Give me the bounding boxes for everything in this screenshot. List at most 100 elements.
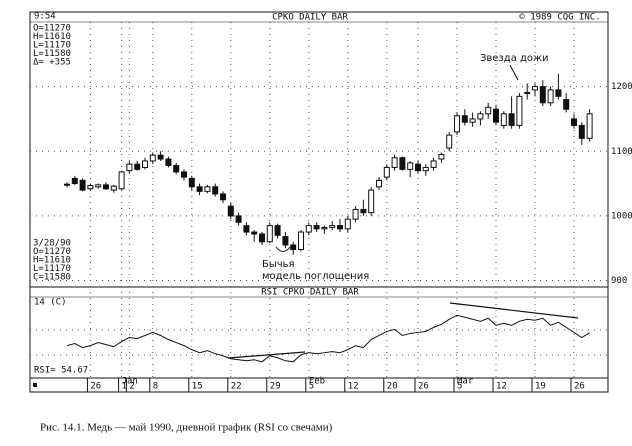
- y-tick-label: 1000: [611, 211, 632, 221]
- x-tick-label: 8: [153, 382, 158, 392]
- candle-body: [149, 154, 156, 162]
- candle-body: [360, 208, 367, 214]
- candle-body: [555, 89, 562, 97]
- annotation: Бычья: [262, 259, 295, 270]
- annotation: модель поглощения: [262, 271, 369, 282]
- info: L=11580: [33, 49, 71, 59]
- info: O=11270: [33, 247, 71, 257]
- candle-body: [235, 215, 242, 223]
- candle-body: [571, 118, 577, 126]
- x-tick-label: 29: [270, 382, 281, 392]
- x-axis-box: [29, 377, 609, 393]
- candle-body: [243, 225, 250, 233]
- candle-body: [64, 183, 70, 186]
- candle-body: [142, 160, 148, 168]
- info: C=11580: [33, 273, 71, 283]
- candle-body: [337, 225, 343, 230]
- candle-body: [376, 179, 382, 188]
- candle-body: [87, 185, 94, 190]
- rsi-line: [66, 314, 590, 363]
- y-tick-label: 900: [611, 276, 627, 286]
- x-tick-label: 26: [574, 382, 585, 392]
- candle-body: [103, 184, 109, 190]
- candle-body: [71, 177, 78, 185]
- candle-body: [118, 171, 125, 190]
- candle-body: [79, 179, 86, 191]
- candle-body: [563, 99, 570, 110]
- candle-body: [313, 225, 320, 230]
- axis-marker: [33, 383, 37, 387]
- chart-title: CPKO DAILY BAR: [272, 13, 348, 23]
- candle-body: [274, 225, 281, 236]
- trend-line: [449, 302, 579, 319]
- candle-body: [259, 233, 265, 243]
- candle-body: [500, 113, 507, 126]
- candle-body: [532, 86, 538, 91]
- info: L=11170: [33, 264, 71, 274]
- candle-body: [469, 118, 476, 123]
- candle-body: [516, 95, 523, 126]
- candle-body: [368, 189, 375, 214]
- info: O=11270: [33, 24, 71, 34]
- x-tick-label: 19: [535, 382, 546, 392]
- candle-body: [212, 186, 219, 195]
- x-tick-label: 22: [231, 382, 242, 392]
- candle-body: [204, 186, 211, 192]
- month-label: Mar: [457, 377, 474, 387]
- trend-line: [227, 351, 306, 359]
- frame: [29, 11, 609, 379]
- x-tick-label: 26: [418, 382, 429, 392]
- caption: Рис. 14.1. Медь — май 1990, дневной граф…: [40, 422, 333, 434]
- month-label: Feb: [309, 377, 325, 387]
- candle-body: [422, 166, 429, 172]
- candle-body: [321, 227, 328, 230]
- candle-body: [305, 225, 312, 233]
- info: Δ= +355: [33, 58, 71, 68]
- candle-body: [524, 91, 531, 94]
- y-tick-label: 1100: [611, 147, 632, 157]
- candle-body: [586, 113, 593, 139]
- candle-body: [493, 108, 499, 123]
- candle-body: [438, 154, 445, 160]
- x-tick-label: 12: [496, 382, 507, 392]
- candle-body: [446, 134, 453, 149]
- candle-body: [508, 113, 515, 126]
- rsi-period: 14 (C): [34, 298, 67, 308]
- x-tick-label: 20: [387, 382, 398, 392]
- candle-body: [220, 193, 226, 201]
- candle-body: [383, 166, 390, 178]
- candle-body: [352, 208, 359, 220]
- month-label: Jan: [122, 377, 138, 387]
- time: 9:54: [34, 12, 56, 22]
- candle-body: [391, 157, 398, 168]
- annotation: Звезда дожи: [480, 53, 549, 64]
- arrow: [509, 64, 519, 81]
- candle-body: [227, 205, 234, 217]
- candle-body: [173, 164, 180, 173]
- x-tick-label: 2: [129, 382, 134, 392]
- x-tick-label: 26: [90, 382, 101, 392]
- engulfing-mark: [275, 246, 291, 252]
- y-tick-label: 1200: [611, 82, 632, 92]
- candle-body: [539, 86, 546, 104]
- x-tick-label: 12: [348, 382, 359, 392]
- candle-body: [415, 163, 421, 172]
- candle-body: [188, 177, 195, 188]
- candle-body: [547, 89, 554, 104]
- info: H=11610: [33, 32, 71, 42]
- x-tick-label: 5: [457, 382, 462, 392]
- candle-body: [578, 124, 585, 139]
- copyright: © 1989 CQG INC.: [519, 13, 600, 23]
- x-tick-label: 1: [122, 382, 127, 392]
- x-tick-label: 15: [192, 382, 203, 392]
- candle-body: [477, 113, 484, 120]
- rsi-last: RSI= 54.67: [34, 366, 88, 376]
- info: 3/28/90: [33, 239, 71, 249]
- candle-body: [282, 236, 289, 246]
- rsi-title: RSI CPKO DAILY BAR: [261, 288, 359, 298]
- candle-body: [329, 225, 336, 229]
- candle-body: [110, 185, 117, 191]
- candle-body: [344, 218, 351, 230]
- candle-body: [196, 186, 203, 192]
